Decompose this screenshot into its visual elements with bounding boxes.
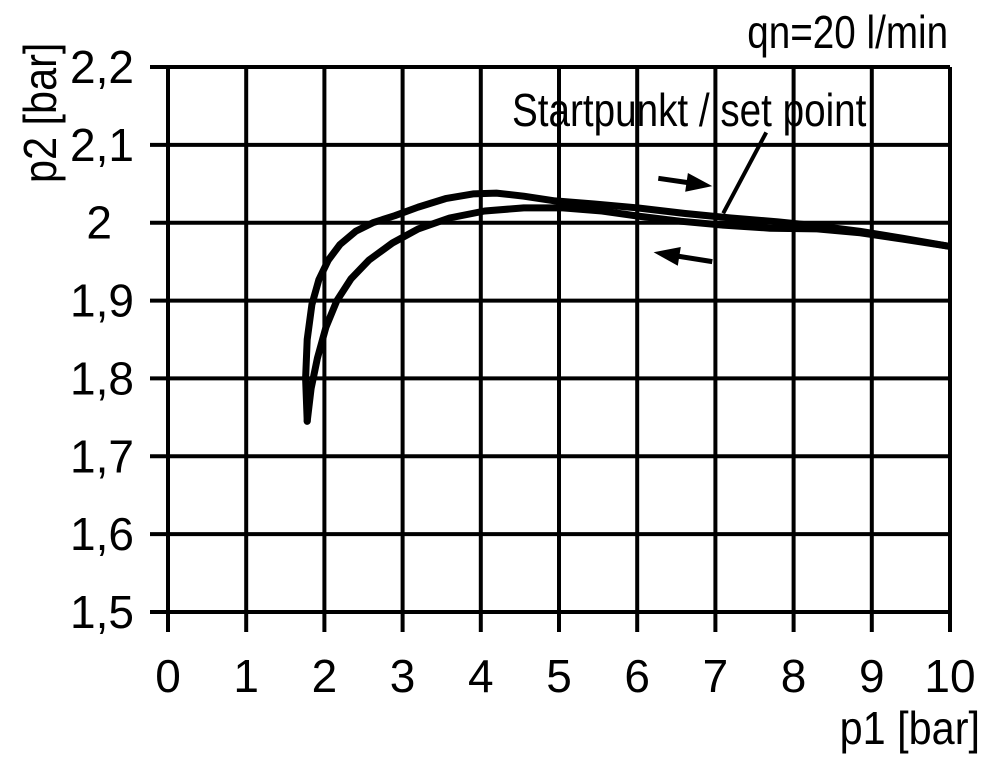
y-tick-label: 2 (86, 197, 112, 249)
x-tick-label: 7 (703, 650, 729, 702)
direction-arrow-left-shaft (674, 253, 713, 265)
y-tick-label: 1,5 (70, 586, 134, 638)
set-point-leader-line (721, 131, 768, 215)
set-point-label: Startpunkt / set point (512, 84, 867, 136)
direction-arrow-right-icon (685, 173, 713, 192)
curve-forward-stroke (302, 189, 952, 425)
x-tick-label: 6 (624, 650, 650, 702)
x-tick-label: 1 (233, 650, 259, 702)
x-axis-title: p1 [bar] (839, 702, 980, 754)
curve-return-stroke (303, 204, 952, 425)
direction-arrow-left-icon (653, 247, 681, 266)
y-tick-label: 1,9 (70, 275, 134, 327)
y-tick-label: 2,1 (70, 119, 134, 171)
direction-arrow-right-shaft (657, 175, 691, 186)
x-tick-label: 3 (390, 650, 416, 702)
x-tick-label: 0 (155, 650, 181, 702)
x-tick-label: 2 (312, 650, 338, 702)
y-tick-label: 1,6 (70, 508, 134, 560)
y-axis-title: p2 [bar] (14, 42, 66, 183)
x-tick-label: 9 (859, 650, 885, 702)
x-tick-label: 4 (468, 650, 494, 702)
flow-rate-label: qn=20 l/min (747, 6, 948, 58)
x-tick-label: 5 (546, 650, 572, 702)
x-tick-label: 10 (924, 650, 975, 702)
y-tick-label: 2,2 (70, 41, 134, 93)
x-tick-label: 8 (781, 650, 807, 702)
y-tick-label: 1,7 (70, 430, 134, 482)
y-tick-label: 1,8 (70, 352, 134, 404)
